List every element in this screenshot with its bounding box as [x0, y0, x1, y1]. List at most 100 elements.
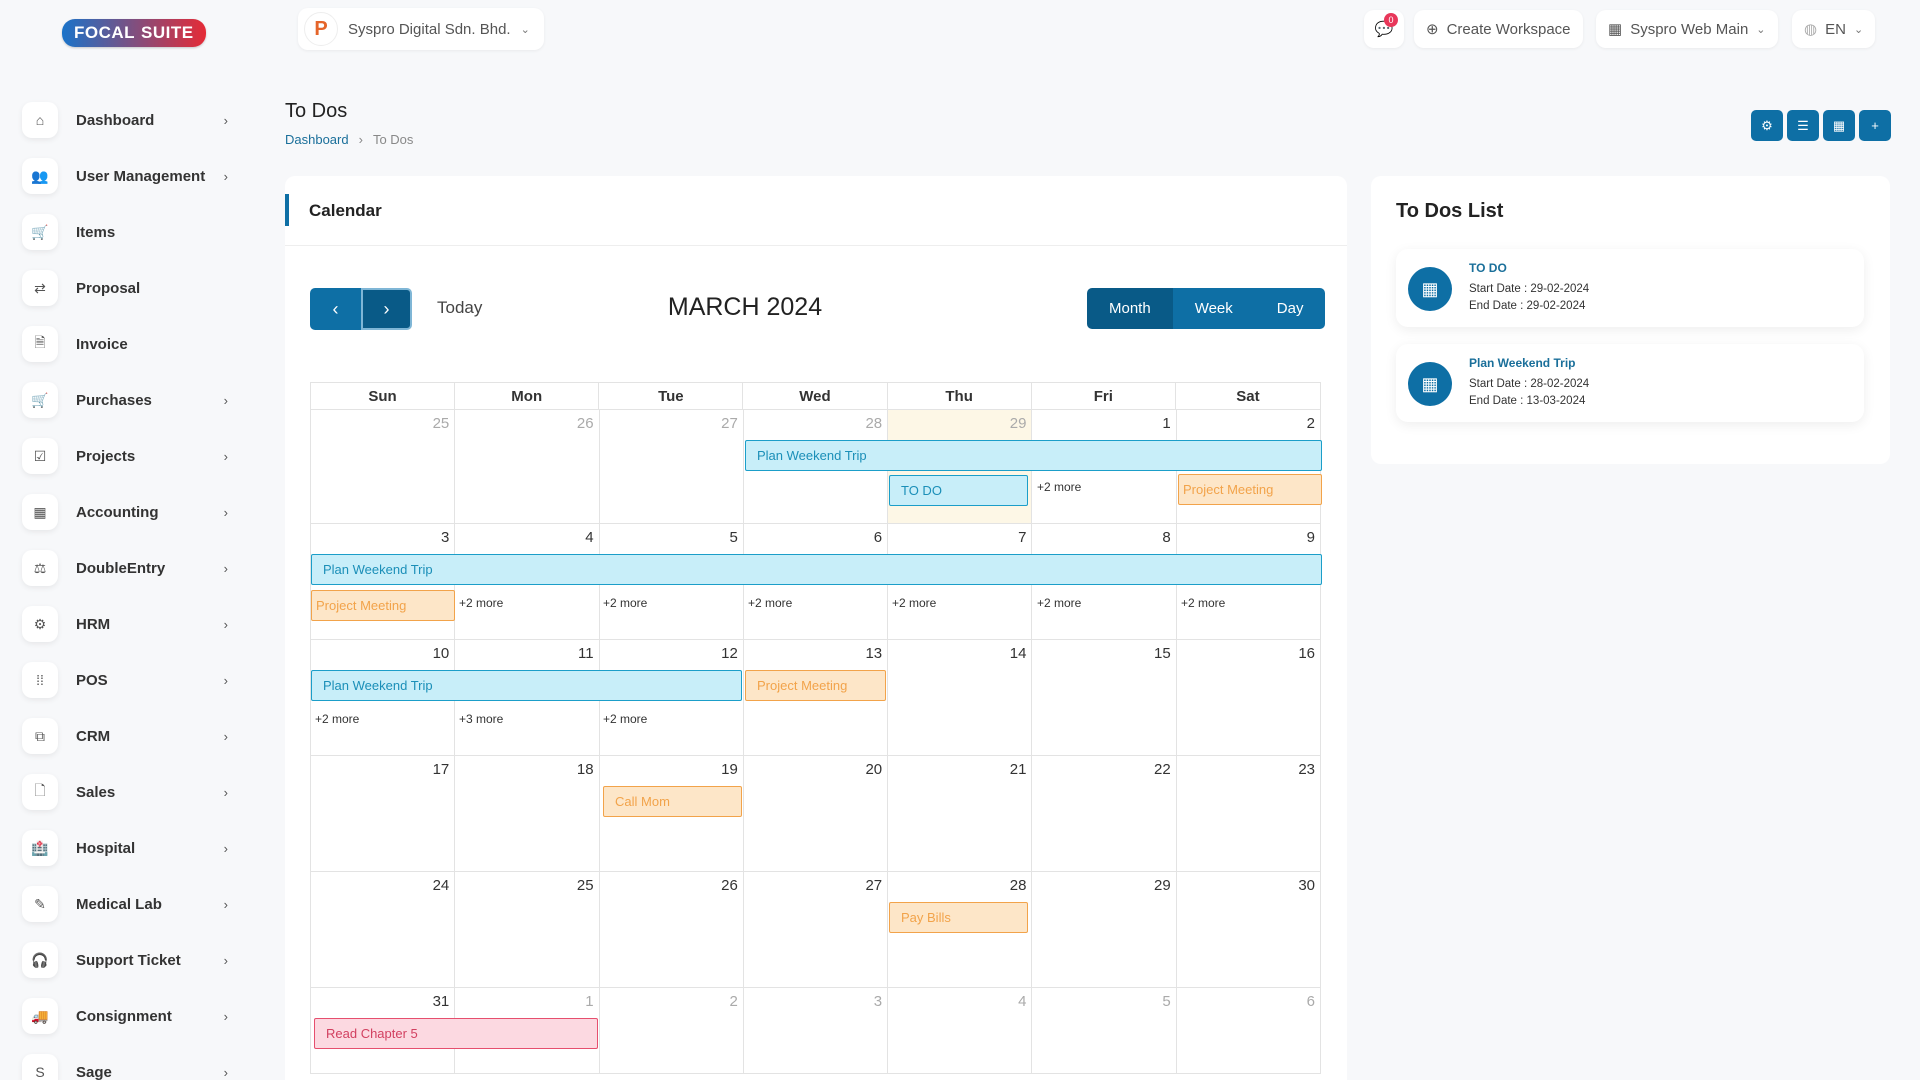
- chevron-right-icon: ›: [223, 504, 228, 520]
- list-view-button[interactable]: ☰: [1787, 110, 1819, 141]
- day-view-button[interactable]: Day: [1254, 288, 1326, 329]
- calendar-day-cell[interactable]: 30: [1176, 872, 1321, 988]
- day-number: 3: [440, 529, 450, 546]
- calendar-event[interactable]: Call Mom: [603, 786, 742, 817]
- more-events-link[interactable]: +2 more: [1181, 596, 1226, 610]
- calendar-day-cell[interactable]: 28: [888, 872, 1033, 988]
- calendar-day-cell[interactable]: 1: [455, 988, 600, 1074]
- calendar-event[interactable]: Project Meeting: [1178, 474, 1322, 505]
- day-number: 11: [577, 645, 594, 662]
- more-events-link[interactable]: +2 more: [459, 596, 504, 610]
- day-number: 20: [865, 761, 883, 778]
- chevron-right-icon: ›: [223, 560, 228, 576]
- calendar-day-cell[interactable]: 20: [743, 756, 889, 872]
- document-icon: 🗋: [22, 774, 58, 810]
- add-todo-button[interactable]: +: [1859, 110, 1891, 141]
- calendar-day-cell[interactable]: 27: [743, 872, 889, 988]
- calendar-day-cell[interactable]: 14: [888, 640, 1033, 756]
- grid-view-button[interactable]: ▦: [1823, 110, 1855, 141]
- sidebar-item-support-ticket[interactable]: 🎧 Support Ticket ›: [22, 940, 232, 980]
- sidebar-item-proposal[interactable]: ⇄ Proposal: [22, 268, 232, 308]
- calendar-day-cell[interactable]: 26: [455, 410, 600, 524]
- calendar-day-cell[interactable]: 26: [599, 872, 744, 988]
- today-button[interactable]: Today: [437, 298, 483, 317]
- sidebar-item-doubleentry[interactable]: ⚖ DoubleEntry ›: [22, 548, 232, 588]
- calendar-day-cell[interactable]: 15: [1032, 640, 1177, 756]
- day-number: 28: [1009, 877, 1027, 894]
- calendar-day-cell[interactable]: 29: [1032, 872, 1177, 988]
- calendar-day-cell[interactable]: 21: [888, 756, 1033, 872]
- day-number: 28: [865, 415, 883, 432]
- calendar-day-cell[interactable]: 18: [455, 756, 600, 872]
- create-workspace-button[interactable]: ⊕ Create Workspace: [1414, 10, 1583, 48]
- calendar-event[interactable]: Pay Bills: [889, 902, 1028, 933]
- sidebar-item-pos[interactable]: ⁞⁞ POS ›: [22, 660, 232, 700]
- more-events-link[interactable]: +2 more: [603, 596, 648, 610]
- sidebar-item-invoice[interactable]: 🗎 Invoice: [22, 324, 232, 364]
- calendar-day-cell[interactable]: 25: [455, 872, 600, 988]
- next-month-button[interactable]: ›: [361, 288, 412, 330]
- calendar-day-cell[interactable]: 4: [888, 988, 1033, 1074]
- company-selector[interactable]: P Syspro Digital Sdn. Bhd. ⌄: [298, 8, 544, 50]
- more-events-link[interactable]: +2 more: [892, 596, 937, 610]
- calendar-event[interactable]: Plan Weekend Trip: [311, 554, 1322, 585]
- prev-month-button[interactable]: ‹: [310, 288, 361, 330]
- calendar-day-cell[interactable]: 2: [599, 988, 744, 1074]
- calendar-day-cell[interactable]: 16: [1176, 640, 1321, 756]
- settings-button[interactable]: ⚙: [1751, 110, 1783, 141]
- calendar-event[interactable]: TO DO: [889, 475, 1028, 506]
- calendar-day-cell[interactable]: 12: [599, 640, 744, 756]
- more-events-link[interactable]: +3 more: [459, 712, 504, 726]
- calendar-day-cell[interactable]: 23: [1176, 756, 1321, 872]
- language-selector[interactable]: ◍ EN ⌄: [1792, 10, 1876, 48]
- sidebar-item-sage[interactable]: S Sage ›: [22, 1052, 232, 1080]
- calendar-event[interactable]: Plan Weekend Trip: [745, 440, 1322, 471]
- calendar-event[interactable]: Read Chapter 5: [314, 1018, 598, 1049]
- breadcrumb-dashboard-link[interactable]: Dashboard: [285, 132, 349, 147]
- todo-item[interactable]: ▦ Plan Weekend Trip Start Date : 28-02-2…: [1396, 344, 1864, 422]
- calendar-day-cell[interactable]: 6: [1176, 988, 1321, 1074]
- calendar-day-cell[interactable]: 17: [311, 756, 456, 872]
- sidebar-item-hrm[interactable]: ⚙ HRM ›: [22, 604, 232, 644]
- day-number: 4: [1018, 993, 1027, 1010]
- todo-item[interactable]: ▦ TO DO Start Date : 29-02-2024 End Date…: [1396, 249, 1864, 327]
- more-events-link[interactable]: +2 more: [1037, 480, 1082, 494]
- day-number: 22: [1154, 761, 1171, 778]
- sidebar-item-sales[interactable]: 🗋 Sales ›: [22, 772, 232, 812]
- sidebar-item-accounting[interactable]: ▦ Accounting ›: [22, 492, 232, 532]
- sidebar-item-hospital[interactable]: 🏥 Hospital ›: [22, 828, 232, 868]
- calendar-day-cell[interactable]: 3: [743, 988, 889, 1074]
- syringe-icon: ✎: [22, 886, 58, 922]
- messages-button[interactable]: 💬 0: [1364, 10, 1404, 48]
- more-events-link[interactable]: +2 more: [315, 712, 360, 726]
- calendar-day-cell[interactable]: 25: [311, 410, 456, 524]
- calendar-day-cell[interactable]: 5: [1032, 988, 1177, 1074]
- calendar-day-cell[interactable]: 27: [599, 410, 744, 524]
- sidebar-item-medical-lab[interactable]: ✎ Medical Lab ›: [22, 884, 232, 924]
- more-events-link[interactable]: +2 more: [603, 712, 648, 726]
- calendar-day-cell[interactable]: 13: [743, 640, 889, 756]
- workspace-selector[interactable]: ▦ Syspro Web Main ⌄: [1596, 10, 1778, 48]
- calendar-day-cell[interactable]: 22: [1032, 756, 1177, 872]
- sidebar-item-dashboard[interactable]: ⌂ Dashboard ›: [22, 100, 232, 140]
- sidebar-item-purchases[interactable]: 🛒 Purchases ›: [22, 380, 232, 420]
- sidebar-item-crm[interactable]: ⧉ CRM ›: [22, 716, 232, 756]
- sidebar-item-consignment[interactable]: 🚚 Consignment ›: [22, 996, 232, 1036]
- app-logo[interactable]: FOCAL SUITE: [62, 19, 206, 47]
- calendar-event[interactable]: Plan Weekend Trip: [311, 670, 742, 701]
- calendar-event[interactable]: Project Meeting: [745, 670, 886, 701]
- sidebar-item-user-management[interactable]: 👥 User Management ›: [22, 156, 232, 196]
- todo-start-date: Start Date : 29-02-2024: [1469, 283, 1590, 295]
- calendar-event[interactable]: Project Meeting: [311, 590, 455, 621]
- day-number: 9: [1306, 529, 1315, 546]
- month-view-button[interactable]: Month: [1087, 288, 1173, 329]
- sidebar-item-projects[interactable]: ☑ Projects ›: [22, 436, 232, 476]
- more-events-link[interactable]: +2 more: [748, 596, 793, 610]
- week-view-button[interactable]: Week: [1172, 288, 1255, 329]
- more-events-link[interactable]: +2 more: [1037, 596, 1082, 610]
- day-number: 23: [1298, 761, 1315, 778]
- calendar-day-cell[interactable]: 24: [311, 872, 456, 988]
- sidebar-item-items[interactable]: 🛒 Items: [22, 212, 232, 252]
- todos-list-title: To Dos List: [1396, 200, 1504, 222]
- calendar-day-cell[interactable]: 19: [599, 756, 744, 872]
